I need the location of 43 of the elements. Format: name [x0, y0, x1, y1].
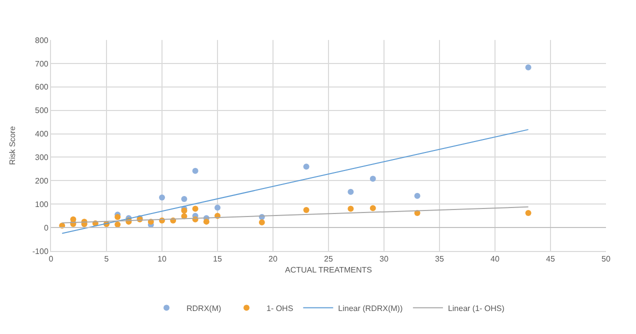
point [370, 205, 376, 212]
x-tick-label: 20 [268, 254, 278, 264]
y-tick-label: 500 [35, 106, 49, 116]
point [214, 204, 220, 211]
x-tick-label: 40 [490, 254, 500, 264]
point [192, 168, 198, 174]
y-tick-label: 400 [35, 130, 49, 139]
y-tick-label: -100 [32, 246, 49, 256]
x-tick-label: 10 [158, 254, 167, 264]
point [181, 196, 188, 202]
y-tick-label: 600 [35, 82, 49, 92]
x-tick-label: 25 [324, 254, 334, 264]
point [414, 192, 420, 199]
y-tick-label: 700 [35, 59, 49, 68]
legend-label: RDRX(M) [186, 304, 222, 313]
y-tick-label: 100 [35, 200, 49, 209]
x-tick-label: 35 [435, 254, 444, 264]
y-tick-label: 200 [35, 176, 49, 186]
x-tick-label: 45 [546, 254, 556, 264]
point [192, 206, 198, 212]
point [159, 194, 165, 201]
legend-label: Linear (1- OHS) [448, 304, 505, 313]
legend-label: 1- OHS [266, 304, 294, 313]
x-tick-label: 50 [602, 254, 611, 264]
point [203, 218, 210, 225]
y-tick-label: 800 [35, 36, 49, 45]
y-axis-title: Risk Score [8, 126, 18, 165]
point [114, 214, 121, 220]
y-tick-label: 300 [35, 153, 49, 162]
point [303, 206, 310, 213]
point [370, 176, 376, 182]
x-tick-label: 15 [213, 254, 222, 264]
x-axis-title: ACTUAL TREATMENTS [285, 266, 372, 275]
point [348, 206, 354, 212]
point [303, 164, 310, 170]
point [348, 188, 354, 195]
x-tick-label: 5 [104, 254, 110, 264]
point [525, 64, 532, 70]
point [258, 219, 265, 226]
x-tick-label: 30 [380, 254, 389, 264]
legend-label: Linear (RDRX(M)) [338, 304, 403, 313]
y-tick-label: 0 [44, 223, 49, 232]
point [525, 210, 532, 216]
